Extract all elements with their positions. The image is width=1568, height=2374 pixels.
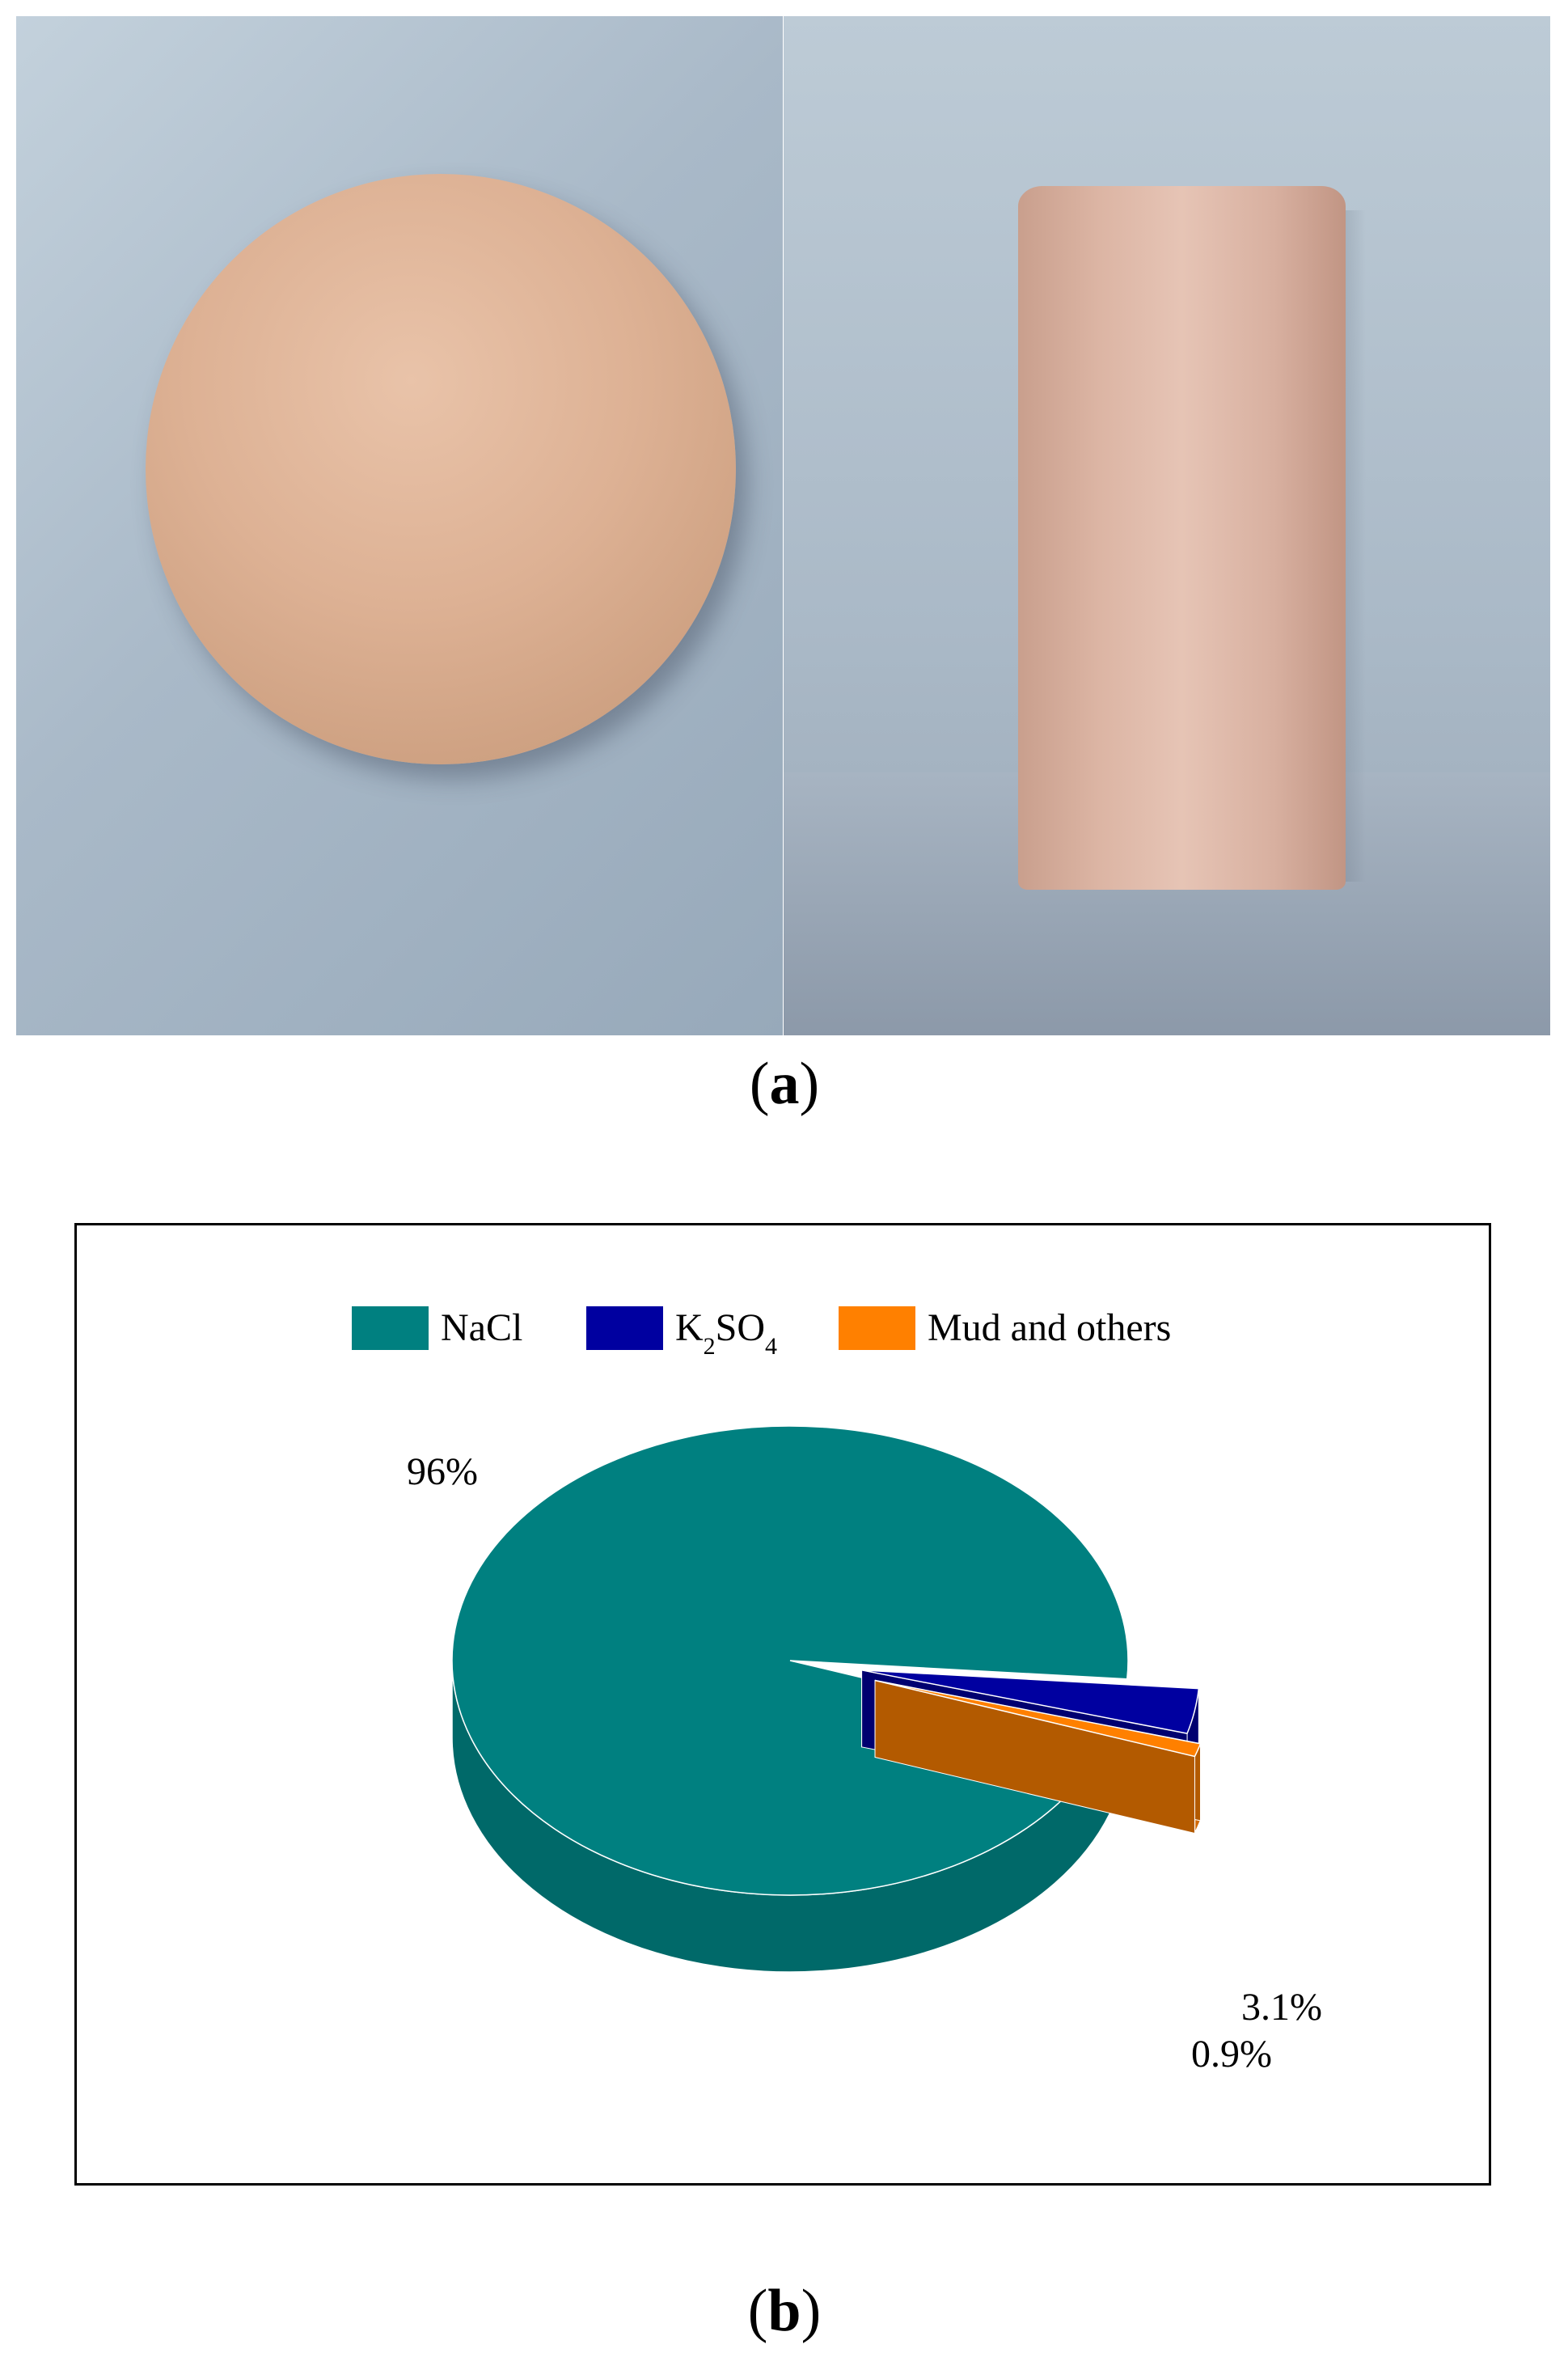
salt-disk-shape bbox=[146, 174, 736, 764]
salt-cylinder-shape bbox=[1018, 186, 1346, 890]
photo-panel bbox=[16, 16, 1550, 1035]
legend-swatch-k2so4 bbox=[586, 1306, 663, 1350]
chart-frame: NaCl K2SO4 Mud and others 96% 3.1% 0.9% bbox=[74, 1223, 1491, 2186]
data-label-k2so4: 3.1% bbox=[1241, 1986, 1322, 2029]
legend-swatch-mud bbox=[839, 1306, 915, 1350]
legend-label-nacl: NaCl bbox=[441, 1306, 522, 1349]
pie-slice-nacl bbox=[451, 1425, 1129, 1973]
pie-chart: NaCl K2SO4 Mud and others 96% 3.1% 0.9% bbox=[352, 1306, 1322, 2076]
legend-label-k2so4: K2SO4 bbox=[675, 1306, 777, 1360]
legend: NaCl K2SO4 Mud and others bbox=[352, 1306, 1171, 1360]
data-label-mud: 0.9% bbox=[1191, 2033, 1272, 2076]
panel-label-b: (b) bbox=[747, 2278, 822, 2344]
legend-swatch-nacl bbox=[352, 1306, 429, 1350]
photo-salt-disk bbox=[16, 16, 783, 1035]
data-label-nacl: 96% bbox=[407, 1450, 478, 1493]
legend-label-mud: Mud and others bbox=[928, 1306, 1171, 1349]
pie-slice-mud-and-others bbox=[874, 1679, 1202, 1834]
panel-label-a: (a) bbox=[749, 1051, 820, 1117]
photo-salt-cylinder bbox=[784, 16, 1550, 1035]
pie-group bbox=[451, 1425, 1202, 1973]
